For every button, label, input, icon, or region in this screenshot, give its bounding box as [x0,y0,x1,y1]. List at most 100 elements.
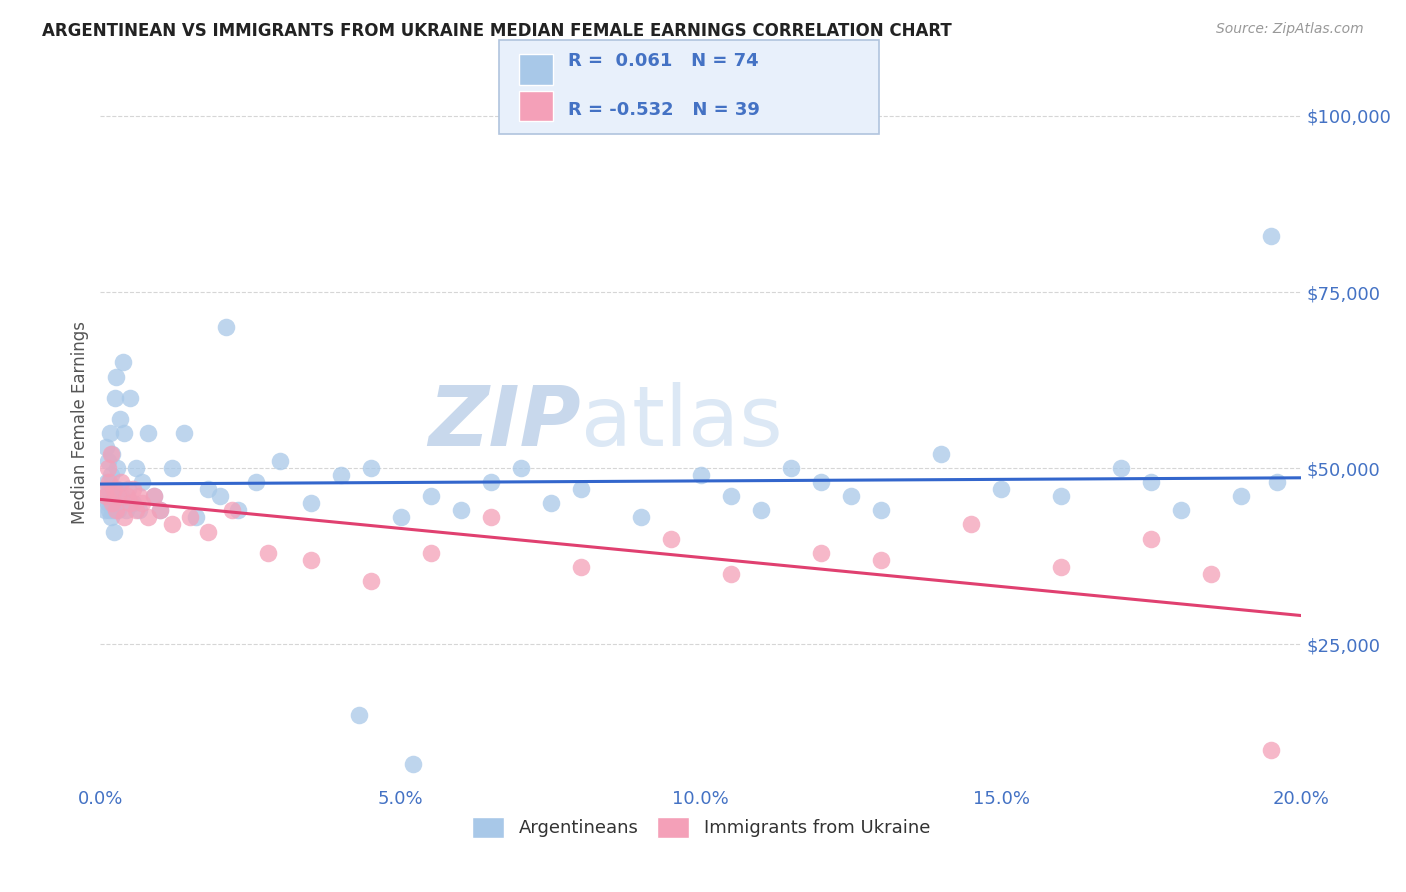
Point [810,475,832,490]
Point [143,489,166,503]
Point [347,707,370,722]
Point [960,517,983,532]
Point [780,461,803,475]
Point [197,524,219,539]
Point [100,468,122,483]
Point [103,483,125,497]
Point [540,496,562,510]
Point [659,532,682,546]
Y-axis label: Median Female Earnings: Median Female Earnings [72,321,89,524]
Point [138,425,160,440]
Point [96,454,118,468]
Point [128,489,150,503]
Point [479,510,502,524]
Point [96,461,118,475]
Point [1140,475,1163,490]
Point [1050,489,1073,503]
Text: R =  0.061   N = 74: R = 0.061 N = 74 [568,52,759,70]
Point [101,503,124,517]
Point [100,510,122,524]
Point [990,483,1012,497]
Point [479,475,502,490]
Point [96,489,118,503]
Text: ZIP: ZIP [427,382,581,463]
Point [173,425,195,440]
Point [209,489,232,503]
Text: R = -0.532   N = 39: R = -0.532 N = 39 [568,101,759,119]
Point [107,503,129,517]
Point [105,461,128,475]
Text: Source: ZipAtlas.com: Source: ZipAtlas.com [1216,22,1364,37]
Text: ARGENTINEAN VS IMMIGRANTS FROM UKRAINE MEDIAN FEMALE EARNINGS CORRELATION CHART: ARGENTINEAN VS IMMIGRANTS FROM UKRAINE M… [42,22,952,40]
Text: atlas: atlas [581,382,783,463]
Point [117,483,139,497]
Point [131,475,153,490]
Point [122,483,145,497]
Point [162,517,184,532]
Point [143,489,166,503]
Point [257,546,280,560]
Point [870,552,893,566]
Point [179,510,201,524]
Point [1170,503,1192,517]
Point [97,496,120,510]
Point [112,510,135,524]
Point [810,546,832,560]
Point [749,503,772,517]
Point [100,489,122,503]
Point [162,461,184,475]
Point [1050,559,1073,574]
Point [110,475,132,490]
Point [131,496,153,510]
Point [245,475,267,490]
Point [112,425,135,440]
Point [110,489,132,503]
Point [1199,566,1222,581]
Point [101,447,124,461]
Point [1260,228,1282,243]
Point [104,391,127,405]
Point [149,503,172,517]
Point [1140,532,1163,546]
Point [138,510,160,524]
Point [103,483,125,497]
Point [299,552,322,566]
Point [104,369,127,384]
Point [104,496,127,510]
Point [215,320,238,334]
Point [870,503,893,517]
Point [96,475,118,490]
Point [269,454,291,468]
Point [100,447,122,461]
Point [720,489,742,503]
Point [103,524,125,539]
Point [197,483,219,497]
Point [120,496,142,510]
Point [108,412,131,426]
Point [149,503,172,517]
Point [1109,461,1132,475]
Point [101,496,124,510]
Point [299,496,322,510]
Legend: Argentineans, Immigrants from Ukraine: Argentineans, Immigrants from Ukraine [464,810,938,845]
Point [96,489,118,503]
Point [128,503,150,517]
Point [509,461,531,475]
Point [125,503,148,517]
Point [1265,475,1288,490]
Point [360,574,382,588]
Point [112,355,135,369]
Point [569,483,592,497]
Point [401,756,423,771]
Point [94,440,117,454]
Point [839,489,862,503]
Point [125,461,148,475]
Point [97,483,120,497]
Point [94,483,117,497]
Point [389,510,412,524]
Point [419,489,441,503]
Point [104,503,127,517]
Point [115,503,138,517]
Point [94,503,117,517]
Point [105,483,128,497]
